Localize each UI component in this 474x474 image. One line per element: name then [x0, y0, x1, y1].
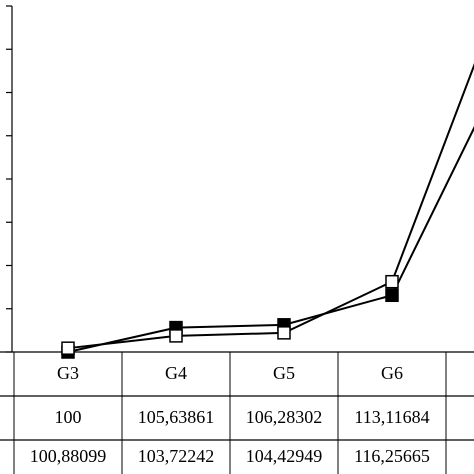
marker: [169, 329, 183, 343]
series-line: [67, 62, 474, 350]
category-label: G6: [381, 363, 403, 383]
series-line: [67, 125, 474, 353]
category-label: G3: [57, 363, 79, 383]
table-value: 113,11684: [354, 407, 429, 427]
table-value: 116,25665: [354, 446, 430, 466]
marker: [385, 288, 399, 303]
category-label: G4: [165, 363, 187, 383]
table-value: 100,88099: [30, 446, 107, 466]
marker: [385, 274, 399, 289]
table-value: 100: [55, 407, 82, 427]
table-value: 104,42949: [246, 446, 323, 466]
category-label: G5: [273, 363, 295, 383]
table-value: 105,63861: [138, 407, 215, 427]
marker: [277, 326, 291, 340]
marker: [61, 341, 75, 355]
table-value: 103,72242: [138, 446, 215, 466]
table-value: 106,28302: [246, 407, 323, 427]
